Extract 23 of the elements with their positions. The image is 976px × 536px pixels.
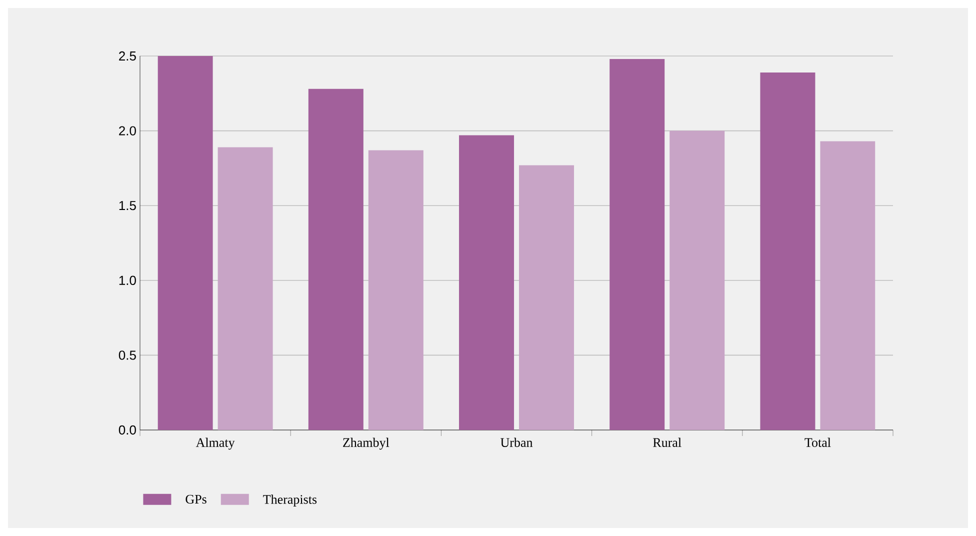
bar [368, 150, 424, 430]
x-tick-label: Total [804, 438, 831, 447]
x-tick-label: Almaty [196, 438, 235, 450]
x-tick-label: Urban [500, 438, 533, 447]
y-tick-label: 1.5 [119, 201, 136, 210]
y-tick-label: 2.0 [119, 126, 136, 136]
bar [760, 72, 816, 430]
y-tick-label: 0.0 [118, 425, 136, 435]
bar [610, 58, 665, 430]
y-tick-label: 1.0 [119, 276, 136, 285]
bar [670, 130, 725, 430]
bar [158, 56, 213, 430]
bar [308, 88, 364, 430]
bar [459, 135, 514, 430]
bar [519, 165, 574, 430]
legend-label: GPs [186, 494, 206, 504]
x-tick-label: Zhambyl [343, 438, 390, 450]
legend-label: Therapists [263, 494, 317, 506]
y-tick-label: 0.5 [118, 350, 136, 360]
x-tick-label: Rural [653, 438, 682, 447]
y-tick-label: 2.5 [119, 51, 136, 61]
bar [218, 147, 273, 430]
bar [820, 141, 876, 430]
